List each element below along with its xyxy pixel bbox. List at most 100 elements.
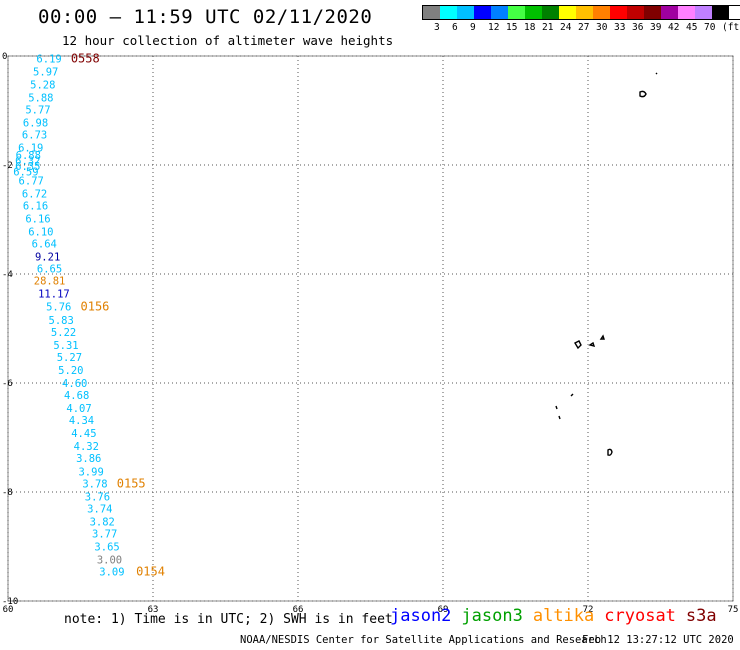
wave-height-value: 4.45 [71, 428, 96, 440]
legend-swatch [559, 6, 576, 19]
wave-height-value: 6.19 [18, 143, 43, 155]
wave-height-value: 5.88 [28, 92, 53, 104]
x-axis-tick-label: 69 [438, 605, 449, 615]
units-note: note: 1) Time is in UTC; 2) SWH is in fe… [64, 612, 393, 627]
legend-swatch [440, 6, 457, 19]
wave-height-value: 5.76 [46, 302, 71, 314]
legend-tick-label: 27 [578, 22, 590, 33]
wave-height-value: 3.65 [94, 542, 119, 554]
legend-tick-label: 15 [506, 22, 518, 33]
legend-swatch [695, 6, 712, 19]
wave-height-value: 3.76 [85, 491, 110, 503]
wave-height-value: 6.19 [36, 54, 61, 66]
wave-height-value: 5.97 [33, 66, 58, 78]
wave-height-value: 4.07 [66, 403, 91, 415]
legend-tick-label: 36 [632, 22, 644, 33]
satellite-s3a: s3a [685, 606, 717, 626]
legend-tick-label: 70 [704, 22, 716, 33]
wave-height-value: 9.21 [35, 252, 60, 264]
pass-time-label: 0154 [136, 565, 165, 579]
island-outline [588, 341, 596, 347]
wave-height-value: 11.17 [38, 289, 70, 301]
pass-time-label: 0156 [81, 300, 110, 314]
legend-swatch [712, 6, 729, 19]
legend-swatch [627, 6, 644, 19]
y-axis-tick-label: 0 [2, 52, 7, 62]
wave-height-value: 6.98 [23, 117, 48, 129]
y-axis-tick-label: -8 [2, 488, 13, 498]
wave-height-value: 3.78 [82, 478, 107, 490]
legend-swatch [678, 6, 695, 19]
legend-tick-label: 39 [650, 22, 662, 33]
wave-height-value: 5.27 [57, 352, 82, 364]
legend-swatch [508, 6, 525, 19]
wave-height-value: 6.65 [37, 264, 62, 276]
legend-tick-label: 45 [686, 22, 698, 33]
pass-time-label: 0558 [71, 52, 100, 66]
legend-tick-label: 30 [596, 22, 608, 33]
footer-timestamp: Feb 12 13:27:12 UTC 2020 [582, 634, 734, 646]
legend-swatch [474, 6, 491, 19]
x-axis-tick-label: 63 [148, 605, 159, 615]
legend-tick-label: 42 [668, 22, 680, 33]
legend-swatch [661, 6, 678, 19]
legend-swatch [593, 6, 610, 19]
island-outline [555, 405, 558, 410]
wave-height-value: 5.31 [53, 340, 78, 352]
wave-height-value: 6.72 [22, 188, 47, 200]
wave-height-value: 6.88 [16, 150, 41, 162]
island-outline [570, 393, 574, 397]
island-outline [599, 334, 605, 340]
legend-tick-label: 9 [470, 22, 476, 33]
legend-swatch [457, 6, 474, 19]
wave-height-value: 6.64 [32, 238, 57, 250]
satellite-jason3: jason3 [461, 606, 523, 626]
legend-tick-label: (ft) [722, 22, 740, 33]
wave-height-value: 6.77 [19, 175, 44, 187]
map-subtitle: 12 hour collection of altimeter wave hei… [62, 33, 394, 48]
wave-height-value: 6.59 [13, 167, 38, 179]
x-axis-tick-label: 72 [583, 605, 594, 615]
wave-height-value: 3.99 [78, 466, 103, 478]
wave-height-value: 6.16 [25, 213, 50, 225]
wave-height-value: 6.32 [15, 156, 40, 168]
legend-tick-label: 12 [488, 22, 500, 33]
y-axis-tick-label: -10 [2, 597, 18, 607]
island-outline [558, 415, 561, 420]
wave-height-value: 4.34 [69, 415, 94, 427]
pass-time-label: 0155 [117, 476, 146, 490]
wave-height-value: 5.22 [51, 327, 76, 339]
wave-height-value: 3.74 [87, 503, 112, 515]
wave-height-value: 5.20 [58, 365, 83, 377]
legend-tick-label: 3 [434, 22, 440, 33]
wave-height-value: 6.16 [23, 200, 48, 212]
wave-height-value: 6.10 [28, 226, 53, 238]
y-axis-tick-label: -4 [2, 270, 13, 280]
x-axis-tick-label: 66 [293, 605, 304, 615]
map-frame [7, 55, 734, 602]
legend-swatch [525, 6, 542, 19]
island-outline [607, 448, 613, 456]
wave-height-value: 5.28 [30, 79, 55, 91]
wave-height-value: 4.60 [62, 378, 87, 390]
x-axis-tick-label: 75 [728, 605, 739, 615]
legend-swatch [491, 6, 508, 19]
map-title: 00:00 – 11:59 UTC 02/11/2020 [38, 6, 373, 28]
wave-height-value: 3.00 [97, 555, 122, 567]
legend-swatch [644, 6, 661, 19]
legend-tick-label: 21 [542, 22, 554, 33]
wave-height-value: 5.77 [25, 104, 50, 116]
legend-swatch [542, 6, 559, 19]
wave-height-value: 6.73 [22, 129, 47, 141]
legend-tick-label: 24 [560, 22, 572, 33]
wave-height-value: 3.86 [76, 453, 101, 465]
wave-height-value: 3.77 [92, 528, 117, 540]
wave-height-value: 28.81 [34, 276, 66, 288]
satellite-altika: altika [532, 606, 595, 626]
y-axis-tick-label: -6 [2, 379, 13, 389]
wave-height-value: 3.82 [90, 516, 115, 528]
island-outline [574, 340, 582, 350]
island-outline [655, 72, 658, 75]
